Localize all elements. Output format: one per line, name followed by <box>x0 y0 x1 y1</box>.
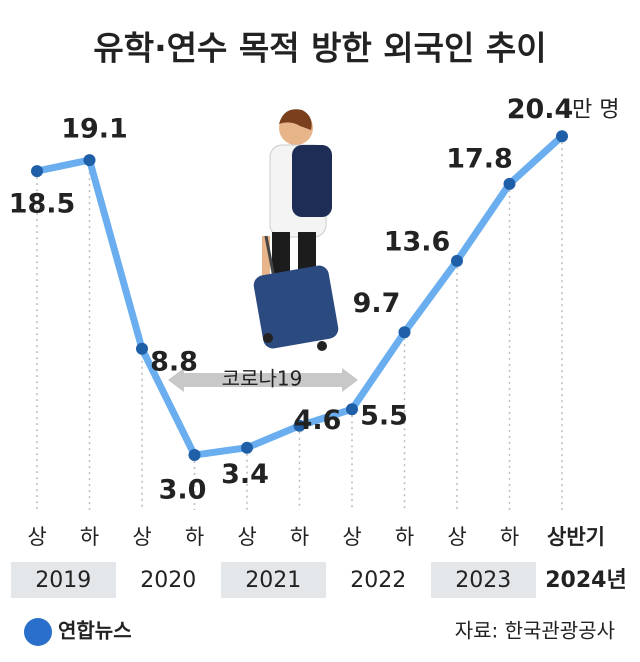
logo-mark <box>24 618 52 646</box>
x-tick-label: 상 <box>132 525 151 549</box>
year-label: 2023 <box>455 568 511 593</box>
value-label: 4.6 <box>294 405 342 436</box>
year-label: 2019 <box>35 568 91 593</box>
x-tick-label: 상 <box>447 525 466 549</box>
traveler-illustration <box>253 109 339 351</box>
value-label: 3.0 <box>159 475 207 506</box>
value-label: 5.5 <box>360 401 408 432</box>
x-tick-label: 하 <box>80 525 99 549</box>
x-tick-label: 하 <box>395 525 414 549</box>
x-tick-label: 하 <box>290 525 309 549</box>
x-tick-label: 하 <box>185 525 204 549</box>
value-label: 3.4 <box>221 459 269 490</box>
value-label: 13.6 <box>384 226 451 257</box>
x-tick-label: 상반기 <box>547 525 605 549</box>
year-label: 2021 <box>245 568 301 593</box>
covid-arrow <box>168 368 358 392</box>
x-tick-label: 상 <box>237 525 256 549</box>
value-label: 9.7 <box>353 288 401 319</box>
x-tick-label: 상 <box>27 525 46 549</box>
value-label: 20.4 <box>507 94 574 125</box>
unit-label: 만 명 <box>572 97 619 122</box>
year-label: 2024년 <box>545 568 626 593</box>
year-band <box>221 562 326 598</box>
annotation: 코로나19 <box>222 367 303 391</box>
point <box>188 449 201 462</box>
point <box>241 441 253 454</box>
value-label: 19.1 <box>61 114 128 145</box>
year-label: 2022 <box>350 568 406 593</box>
point <box>83 154 96 167</box>
point <box>31 165 43 178</box>
chart-title: 유학·연수 목적 방한 외국인 추이 <box>93 29 546 68</box>
point <box>556 130 568 143</box>
value-label: 18.5 <box>9 189 76 220</box>
point <box>293 419 306 432</box>
source: 자료: 한국관광공사 <box>455 619 615 643</box>
year-band <box>11 562 116 598</box>
point <box>398 326 411 339</box>
x-tick-label: 상 <box>342 525 361 549</box>
year-band <box>431 562 536 598</box>
point <box>451 254 463 267</box>
value-label: 8.8 <box>150 346 198 377</box>
logo: 연합뉴스 <box>58 619 132 643</box>
point <box>346 403 358 416</box>
x-tick-label: 하 <box>500 525 519 549</box>
year-label: 2020 <box>140 568 196 593</box>
point <box>503 177 516 190</box>
value-label: 17.8 <box>446 143 513 174</box>
point <box>136 342 148 355</box>
